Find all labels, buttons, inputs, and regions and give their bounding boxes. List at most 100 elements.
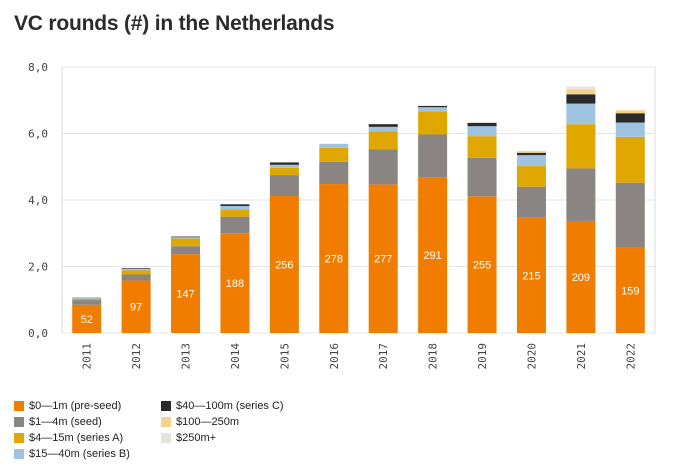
bar-segment — [171, 246, 201, 255]
bar-value-label: 278 — [325, 254, 343, 266]
bar-segment — [319, 143, 349, 148]
bar-segment — [72, 298, 102, 299]
legend-swatch — [161, 401, 171, 411]
y-tick-label: 6,0 — [28, 128, 48, 141]
legend-label: $0—1m (pre-seed) — [29, 400, 122, 412]
x-tick-label: 2014 — [229, 343, 242, 370]
x-tick-label: 2012 — [130, 343, 143, 370]
legend-item: $250m+ — [161, 432, 216, 444]
legend-swatch — [14, 449, 24, 459]
bar-segment — [121, 268, 151, 269]
bar-value-label: 52 — [81, 314, 93, 326]
bar-segment — [467, 196, 497, 333]
bar-segment — [566, 89, 596, 95]
bar-value-label: 188 — [226, 278, 244, 290]
bar-segment — [220, 204, 250, 206]
bar-segment — [171, 238, 201, 247]
bar-segment — [220, 205, 250, 210]
axis-layer: 0,0 2,0 4,0 6,0 8,0 2011 2012 2013 2014 2015 2016 2… — [28, 61, 637, 370]
x-tick-label: 2017 — [377, 343, 390, 370]
bar-segment — [121, 268, 151, 271]
y-tick-label: 0,0 — [28, 327, 48, 340]
bar-segment — [368, 124, 398, 127]
bar-segment — [516, 152, 546, 156]
bar-segment — [171, 254, 201, 333]
legend-label: $4—15m (series A) — [29, 432, 124, 444]
bar-segment — [516, 166, 546, 187]
bar-segment — [319, 147, 349, 162]
legend-label: $40—100m (series C) — [176, 400, 284, 412]
bar-segment — [368, 131, 398, 150]
legend-swatch — [161, 417, 171, 427]
bar-segment — [269, 196, 299, 333]
bar-segment — [72, 304, 102, 333]
legend-item: $4—15m (series A) — [14, 432, 123, 444]
bar-value-label: 277 — [374, 254, 392, 266]
bar-segment — [516, 217, 546, 333]
chart-title: VC rounds (#) in the Netherlands — [14, 12, 335, 35]
bar-value-label: 255 — [473, 260, 491, 272]
bar-segment — [566, 103, 596, 125]
bar-segment — [319, 161, 349, 185]
bar-segment — [269, 164, 299, 168]
bar-segment — [615, 110, 645, 114]
bar-segment — [121, 274, 151, 281]
legend-swatch — [14, 417, 24, 427]
bar-segment — [566, 168, 596, 221]
legend-item: $15—40m (series B) — [14, 448, 130, 460]
bar-segment — [72, 298, 102, 301]
legend-item: $40—100m (series C) — [161, 400, 284, 412]
bar-segment — [220, 209, 250, 217]
label-layer: 52 97 147 188 256 278 277 291 255 215 209 159 — [81, 250, 640, 326]
bar-value-label: 97 — [130, 302, 142, 314]
x-tick-label: 2011 — [81, 343, 94, 370]
x-tick-label: 2022 — [624, 343, 637, 370]
bar-segment — [418, 134, 448, 178]
x-tick-label: 2021 — [575, 343, 588, 370]
grid-layer — [61, 66, 656, 334]
bar-segment — [467, 136, 497, 158]
stacked-bar-chart: 52 97 147 188 256 278 277 291 255 215 209 159 0,0 2,… — [28, 61, 656, 370]
bar-segment — [418, 105, 448, 108]
bar-segment — [121, 270, 151, 275]
bar-segment — [319, 184, 349, 333]
bar-segment — [467, 157, 497, 197]
bar-value-label: 159 — [621, 285, 639, 297]
bar-segment — [368, 184, 398, 333]
bar-segment — [121, 280, 151, 333]
legend-swatch — [14, 401, 24, 411]
legend-label: $100—250m — [176, 416, 239, 428]
bar-segment — [368, 149, 398, 185]
y-tick-label: 4,0 — [28, 194, 48, 207]
bar-segment — [566, 220, 596, 333]
bar-value-label: 215 — [522, 270, 540, 282]
bar-segment — [269, 167, 299, 176]
bar-segment — [566, 124, 596, 169]
bar-layer — [72, 86, 645, 333]
bar-segment — [418, 177, 448, 333]
bar-segment — [269, 162, 299, 165]
bar-value-label: 291 — [423, 250, 441, 262]
legend-label: $250m+ — [176, 432, 217, 444]
bar-segment — [516, 151, 546, 153]
bar-segment — [566, 86, 596, 90]
x-tick-label: 2018 — [427, 343, 440, 370]
x-tick-label: 2013 — [180, 343, 193, 370]
bar-segment — [171, 237, 201, 239]
x-tick-label: 2016 — [328, 343, 341, 370]
x-tick-label: 2020 — [525, 343, 538, 370]
x-tick-label: 2015 — [278, 343, 291, 370]
bar-value-label: 256 — [275, 260, 293, 272]
legend-label: $1—4m (seed) — [29, 416, 102, 428]
bar-value-label: 147 — [176, 289, 194, 301]
bar-segment — [269, 175, 299, 197]
bar-segment — [615, 122, 645, 137]
bar-segment — [516, 186, 546, 218]
bar-segment — [418, 111, 448, 135]
legend-swatch — [161, 433, 171, 443]
bar-segment — [171, 236, 201, 238]
legend-item: $100—250m — [161, 416, 239, 428]
bar-segment — [467, 126, 497, 137]
bar-segment — [615, 136, 645, 183]
legend-swatch — [14, 433, 24, 443]
